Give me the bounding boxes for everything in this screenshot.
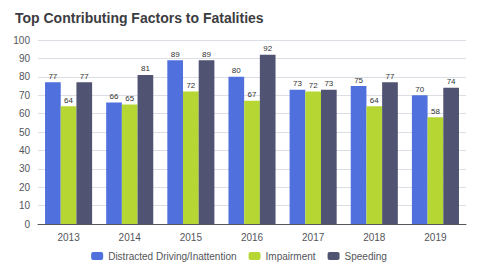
svg-text:73: 73 bbox=[324, 79, 333, 88]
svg-text:30: 30 bbox=[19, 163, 31, 174]
svg-text:2013: 2013 bbox=[57, 232, 80, 243]
svg-text:10: 10 bbox=[19, 200, 31, 211]
svg-text:20: 20 bbox=[19, 182, 31, 193]
svg-text:2018: 2018 bbox=[363, 232, 386, 243]
svg-text:73: 73 bbox=[293, 79, 302, 88]
svg-text:50: 50 bbox=[19, 127, 31, 138]
svg-text:Impairment: Impairment bbox=[266, 251, 316, 262]
svg-text:40: 40 bbox=[19, 145, 31, 156]
svg-text:64: 64 bbox=[370, 96, 379, 105]
svg-text:77: 77 bbox=[48, 72, 57, 81]
svg-text:64: 64 bbox=[64, 96, 73, 105]
svg-text:66: 66 bbox=[110, 92, 119, 101]
svg-text:2015: 2015 bbox=[180, 232, 203, 243]
svg-text:75: 75 bbox=[354, 76, 363, 85]
svg-text:90: 90 bbox=[19, 53, 31, 64]
svg-text:2019: 2019 bbox=[424, 232, 447, 243]
svg-text:70: 70 bbox=[415, 85, 424, 94]
svg-text:77: 77 bbox=[386, 72, 395, 81]
svg-text:58: 58 bbox=[431, 107, 440, 116]
svg-text:81: 81 bbox=[141, 64, 150, 73]
svg-text:2016: 2016 bbox=[241, 232, 264, 243]
svg-text:60: 60 bbox=[19, 108, 31, 119]
svg-text:65: 65 bbox=[125, 94, 134, 103]
svg-text:100: 100 bbox=[13, 35, 30, 46]
svg-text:89: 89 bbox=[202, 50, 211, 59]
svg-text:2014: 2014 bbox=[119, 232, 142, 243]
svg-text:80: 80 bbox=[232, 66, 241, 75]
svg-text:70: 70 bbox=[19, 90, 31, 101]
svg-text:67: 67 bbox=[248, 90, 257, 99]
svg-text:Distracted Driving/Inattention: Distracted Driving/Inattention bbox=[108, 251, 236, 262]
svg-text:89: 89 bbox=[171, 50, 180, 59]
svg-text:72: 72 bbox=[186, 81, 195, 90]
svg-text:0: 0 bbox=[24, 219, 30, 230]
svg-text:2017: 2017 bbox=[302, 232, 325, 243]
svg-text:92: 92 bbox=[263, 44, 272, 53]
svg-text:74: 74 bbox=[447, 77, 456, 86]
svg-text:Speeding: Speeding bbox=[345, 251, 387, 262]
svg-text:77: 77 bbox=[80, 72, 89, 81]
svg-text:72: 72 bbox=[309, 81, 318, 90]
svg-text:80: 80 bbox=[19, 71, 31, 82]
svg-text:Top Contributing Factors to Fa: Top Contributing Factors to Fatalities bbox=[15, 10, 264, 26]
